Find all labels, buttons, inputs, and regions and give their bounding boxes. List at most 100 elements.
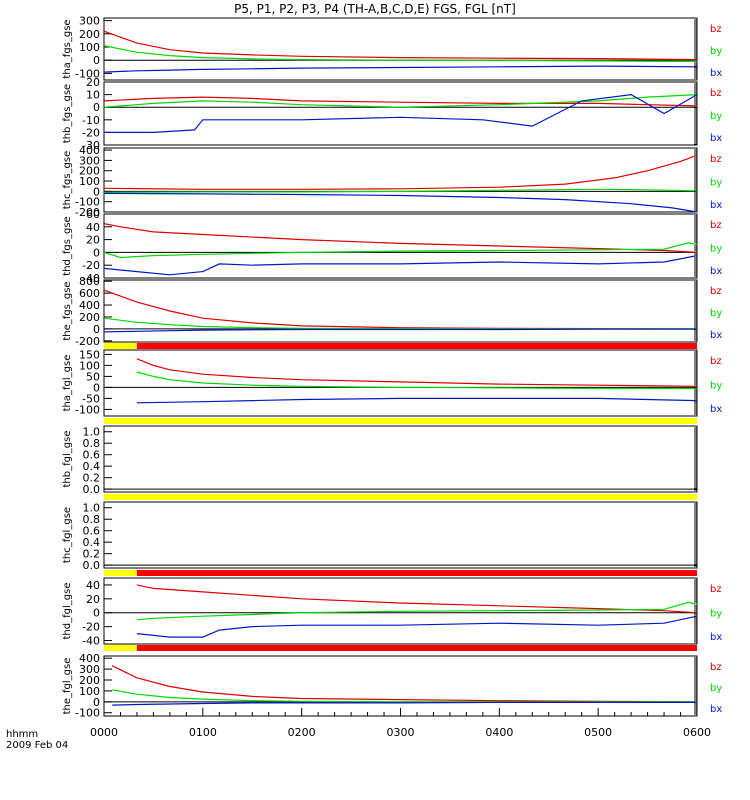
series-by [103, 45, 698, 63]
series-by [112, 689, 697, 703]
series-bz [136, 358, 698, 387]
x-tick-label: 0200 [288, 726, 316, 739]
series-by [136, 601, 698, 621]
x-tick-label: 0100 [189, 726, 217, 739]
y-tick-label: 0 [93, 101, 100, 114]
panel-frame [103, 81, 698, 146]
date-label: 2009 Feb 04 [6, 740, 68, 751]
x-tick-label: 0600 [683, 726, 711, 739]
series-bx [103, 328, 697, 333]
y-tick-label: 0 [93, 246, 100, 259]
series-bz [103, 223, 698, 253]
legend-bx: bx [710, 632, 722, 643]
y-tick-label: 60 [86, 208, 100, 221]
y-tick-label: -100 [75, 707, 100, 720]
panel-frame [103, 17, 698, 81]
y-tick-label: 0.2 [83, 472, 101, 485]
y-tick-label: -20 [82, 126, 100, 139]
y-tick-label: 20 [86, 234, 100, 247]
y-tick-label: 200 [79, 165, 100, 178]
y-tick-label: 0.6 [83, 449, 101, 462]
legend-by: by [710, 46, 722, 57]
x-tick-label: 0300 [387, 726, 415, 739]
series-bx [136, 615, 698, 638]
y-tick-label: 40 [86, 221, 100, 234]
legend-bz: bz [710, 24, 722, 35]
series-by [136, 371, 697, 390]
series-bx [103, 65, 698, 73]
legend-by: by [710, 177, 722, 188]
y-tick-label: 0 [93, 607, 100, 620]
y-tick-label: 0.8 [83, 513, 101, 526]
legend-bx: bx [710, 200, 722, 211]
y-tick-label: 200 [79, 311, 100, 324]
y-tick-label: 100 [79, 359, 100, 372]
legend-bz: bz [710, 662, 722, 673]
x-tick-label: 0500 [584, 726, 612, 739]
legend-by: by [710, 308, 722, 319]
series-bx [103, 192, 698, 213]
legend-by: by [710, 380, 722, 391]
y-tick-label: -200 [75, 206, 100, 219]
x-tick-label: 0000 [90, 726, 118, 739]
series-bx [136, 397, 698, 404]
status-bar-red [136, 570, 697, 576]
status-bar-red [136, 645, 697, 651]
y-tick-label: 300 [79, 154, 100, 167]
panel-frame [103, 577, 698, 645]
y-tick-label: 600 [79, 287, 100, 300]
y-axis-label: thd_fgs_gse [62, 216, 73, 275]
y-tick-label: -30 [82, 139, 100, 152]
y-tick-label: 0 [93, 696, 100, 709]
y-tick-label: 50 [86, 370, 100, 383]
status-bar-yellow [104, 494, 697, 500]
y-tick-label: 300 [79, 15, 100, 28]
y-tick-label: -20 [82, 621, 100, 634]
y-tick-label: 0 [93, 185, 100, 198]
y-tick-label: 100 [79, 685, 100, 698]
y-tick-label: 1.0 [83, 426, 101, 439]
legend-bz: bz [710, 88, 722, 99]
status-bar-yellow [104, 418, 697, 424]
panel-frame [103, 501, 698, 569]
panel-thb_fgl_gse: 1.00.80.60.40.20.0 thb_fgl_gse [62, 425, 698, 496]
x-tick-label: 0400 [485, 726, 513, 739]
panel-frame [103, 213, 698, 279]
y-tick-label: -100 [75, 403, 100, 416]
y-axis-label: tha_fgs_gse [62, 19, 73, 78]
panel-frame [103, 349, 698, 417]
series-by [103, 94, 698, 108]
y-tick-label: 800 [79, 275, 100, 288]
legend-bx: bx [710, 133, 722, 144]
legend-by: by [710, 608, 722, 619]
y-tick-label: 10 [86, 89, 100, 102]
legend-bx: bx [710, 68, 722, 79]
y-tick-label: 0.0 [83, 559, 101, 572]
y-tick-label: -50 [82, 392, 100, 405]
legend-by: by [710, 111, 722, 122]
y-tick-label: 200 [79, 28, 100, 41]
y-axis-label: the_fgl_gse [62, 658, 73, 715]
y-tick-label: -40 [82, 272, 100, 285]
legend-bz: bz [710, 356, 722, 367]
legend-by: by [710, 243, 722, 254]
series-bz [111, 665, 698, 703]
legend-bx: bx [710, 704, 722, 715]
y-tick-label: 100 [79, 175, 100, 188]
y-axis-label: thc_fgs_gse [62, 151, 73, 210]
panel-frame [103, 655, 698, 717]
y-tick-label: -40 [82, 635, 100, 648]
series-bz [103, 289, 698, 330]
y-tick-label: 0.2 [83, 548, 101, 561]
y-tick-label: -100 [75, 67, 100, 80]
y-tick-label: 20 [86, 593, 100, 606]
y-tick-label: 1.0 [83, 502, 101, 515]
